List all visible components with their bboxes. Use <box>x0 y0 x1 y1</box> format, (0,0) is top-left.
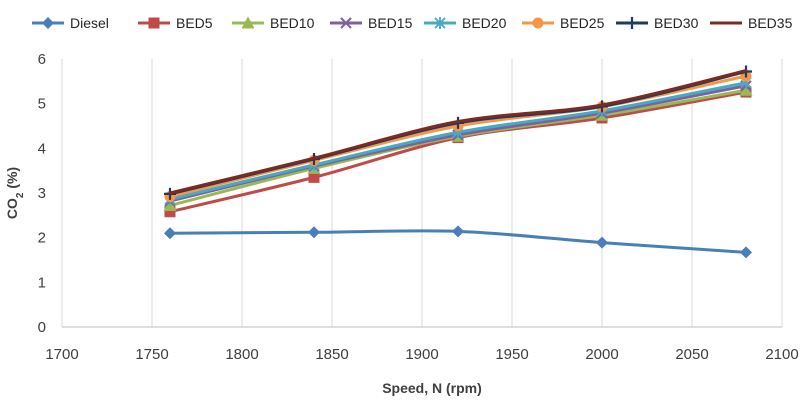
legend-item-bed20: BED20 <box>424 15 507 31</box>
legend-item-diesel: Diesel <box>32 15 109 31</box>
y-axis-title-subscript: 2 <box>15 192 26 198</box>
series-bed35 <box>168 69 748 195</box>
data-point-bed10 <box>739 83 753 96</box>
legend-marker <box>626 17 638 29</box>
x-tick-label: 1850 <box>315 346 348 363</box>
x-tick-label: 1700 <box>45 346 78 363</box>
y-tick-label: 6 <box>38 51 46 68</box>
y-tick-label: 3 <box>38 185 46 202</box>
x-tick-label: 1900 <box>405 346 438 363</box>
series-line-bed5 <box>168 90 748 214</box>
y-tick-label: 5 <box>38 96 46 113</box>
data-point-bed5 <box>308 171 320 183</box>
legend-marker <box>42 17 54 29</box>
x-tick-labels: 1700 1750 1800 1850 1900 1950 2000 2050 2100 <box>45 346 798 363</box>
legend-marker <box>340 17 352 29</box>
y-axis-title-suffix: (%) <box>4 167 20 193</box>
legend-marker <box>532 17 544 29</box>
x-tick-label: 2000 <box>585 346 618 363</box>
legend-label: BED25 <box>560 15 605 31</box>
data-point-diesel <box>596 236 608 249</box>
legend-item-bed25: BED25 <box>522 15 605 31</box>
x-tick-label: 1950 <box>495 346 528 363</box>
legend: Diesel BED5 BED10 BED15 BED20 BED25 BED30 BED35 <box>32 15 793 31</box>
series-diesel <box>164 225 752 259</box>
legend-label: BED10 <box>270 15 315 31</box>
legend-marker <box>148 17 160 29</box>
legend-label: BED30 <box>654 15 699 31</box>
legend-marker <box>434 17 446 29</box>
legend-label: BED15 <box>368 15 413 31</box>
legend-label: BED5 <box>176 15 213 31</box>
legend-label: BED20 <box>462 15 507 31</box>
data-point-diesel <box>740 246 752 259</box>
x-tick-label: 2050 <box>675 346 708 363</box>
x-axis-title: Speed, N (rpm) <box>382 380 482 396</box>
data-point-diesel <box>308 226 320 239</box>
series-line-bed35 <box>168 69 748 195</box>
y-tick-label: 1 <box>38 274 46 291</box>
legend-item-bed30: BED30 <box>616 15 699 31</box>
legend-item-bed5: BED5 <box>138 15 213 31</box>
x-tick-label: 1750 <box>135 346 168 363</box>
series-lines <box>163 65 753 259</box>
legend-label: Diesel <box>70 15 109 31</box>
legend-item-bed35: BED35 <box>710 15 793 31</box>
legend-item-bed15: BED15 <box>330 15 413 31</box>
data-point-diesel <box>452 225 464 238</box>
y-tick-labels: 0 1 2 3 4 5 6 <box>38 51 46 336</box>
data-point-bed5 <box>164 206 176 218</box>
y-axis-title-main: CO <box>4 198 20 219</box>
legend-label: BED35 <box>748 15 793 31</box>
y-tick-label: 0 <box>38 319 46 336</box>
y-tick-label: 2 <box>38 230 46 247</box>
x-tick-label: 2100 <box>765 346 798 363</box>
y-axis-title: CO2 (%) <box>4 167 26 219</box>
legend-marker <box>241 16 255 29</box>
x-tick-label: 1800 <box>225 346 258 363</box>
data-point-diesel <box>164 227 176 240</box>
y-tick-label: 4 <box>38 140 46 157</box>
legend-item-bed10: BED10 <box>232 15 315 31</box>
